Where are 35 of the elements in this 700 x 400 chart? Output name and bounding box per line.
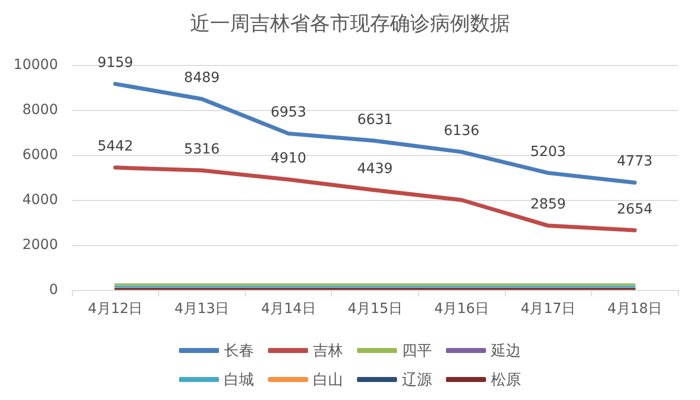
legend-label: 白山 [313, 370, 343, 388]
x-tick-label: 4月13日 [174, 301, 230, 317]
legend-label: 吉林 [313, 342, 343, 360]
y-tick-label: 10000 [13, 57, 58, 73]
data-label: 6136 [444, 122, 480, 139]
y-tick-label: 2000 [22, 237, 58, 253]
legend-label: 长春 [224, 342, 254, 360]
y-tick-label: 8000 [22, 102, 58, 118]
x-tick-label: 4月17日 [520, 301, 576, 317]
y-tick-label: 0 [49, 282, 58, 298]
data-label: 2654 [616, 201, 653, 218]
data-label: 4773 [616, 154, 653, 170]
legend-label: 松原 [491, 370, 521, 388]
data-label: 5316 [184, 141, 220, 158]
legend-label: 白城 [224, 370, 254, 388]
data-label: 4439 [357, 161, 393, 178]
data-label: 8489 [184, 70, 220, 86]
legend-label: 四平 [402, 342, 432, 360]
data-label: 5442 [97, 138, 134, 155]
data-label: 9159 [97, 54, 134, 71]
data-label: 6953 [270, 104, 306, 121]
chart-title: 近一周吉林省各市现存确诊病例数据 [190, 11, 510, 35]
x-tick-label: 4月15日 [348, 301, 402, 317]
x-tick-label: 4月16日 [434, 301, 489, 317]
x-tick-label: 4月18日 [607, 301, 662, 317]
legend-label: 辽源 [402, 370, 432, 388]
data-label: 2859 [530, 196, 566, 213]
y-tick-label: 6000 [22, 147, 58, 163]
x-tick-label: 4月14日 [261, 301, 316, 317]
data-label: 6631 [357, 112, 393, 128]
y-tick-label: 4000 [22, 192, 58, 208]
data-label: 5203 [530, 144, 566, 160]
data-label: 4910 [270, 150, 306, 167]
x-tick-label: 4月12日 [88, 301, 143, 317]
legend-label: 延边 [490, 342, 521, 360]
